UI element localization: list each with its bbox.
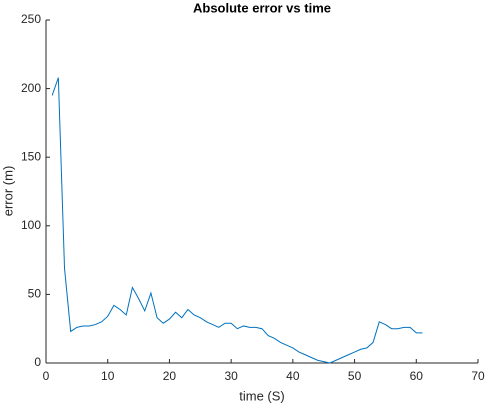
chart-title: Absolute error vs time: [193, 0, 331, 15]
y-tick-label: 250: [21, 12, 41, 26]
x-tick-label: 30: [224, 369, 238, 383]
y-tick-label: 0: [34, 355, 41, 369]
x-tick-label: 10: [101, 369, 115, 383]
x-tick-label: 40: [286, 369, 300, 383]
x-tick-label: 70: [471, 369, 485, 383]
x-tick-label: 0: [43, 369, 50, 383]
y-tick-label: 150: [21, 149, 41, 163]
y-tick-label: 200: [21, 81, 41, 95]
y-axis-label: error (m): [0, 166, 15, 217]
x-tick-label: 60: [410, 369, 424, 383]
x-tick-label: 50: [348, 369, 362, 383]
y-tick-label: 50: [28, 287, 42, 301]
x-axis-label: time (S): [239, 388, 285, 403]
line-series: [51, 77, 423, 364]
y-tick-label: 100: [21, 218, 41, 232]
x-tick-label: 20: [163, 369, 177, 383]
